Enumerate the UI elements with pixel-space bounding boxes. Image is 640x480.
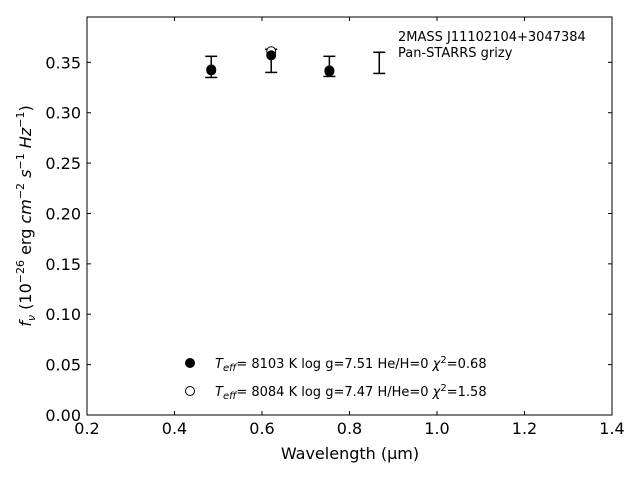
y-tick-label: 0.30 xyxy=(45,104,81,123)
legend-entry-1: Teff= 8103 K log g=7.51 He/H=0 χ2=0.68 xyxy=(215,355,487,374)
y-tick-label: 0.20 xyxy=(45,204,81,223)
axis-ticks: 0.2 0.4 0.6 0.8 1.0 1.2 1.4 0.00 0.05 0.10 0.15 0.2… xyxy=(45,17,625,438)
x-tick-label: 1.0 xyxy=(424,419,449,438)
x-tick-label: 0.6 xyxy=(249,419,274,438)
error-bar xyxy=(373,51,386,75)
y-tick-label: 0.35 xyxy=(45,53,81,72)
x-axis-label: Wavelength (μm) xyxy=(281,444,419,463)
y-axis-label: fν (10−26 erg cm−2 s−1 Hz−1) xyxy=(14,105,38,326)
x-tick-label: 0.4 xyxy=(162,419,187,438)
marker-filled xyxy=(206,65,217,76)
legend: Teff= 8103 K log g=7.51 He/H=0 χ2=0.68 T… xyxy=(185,355,487,402)
y-tick-label: 0.15 xyxy=(45,255,81,274)
marker-filled xyxy=(266,50,277,61)
x-tick-label: 0.8 xyxy=(337,419,362,438)
x-tick-label: 1.2 xyxy=(512,419,537,438)
y-tick-label: 0.00 xyxy=(45,406,81,425)
y-tick-label: 0.10 xyxy=(45,305,81,324)
y-tick-label: 0.25 xyxy=(45,154,81,173)
x-tick-label: 0.2 xyxy=(74,419,99,438)
annotation-object-name: 2MASS J11102104+3047384 xyxy=(398,30,586,45)
annotation-survey: Pan-STARRS grizy xyxy=(398,46,513,61)
y-tick-label: 0.05 xyxy=(45,356,81,375)
legend-entry-2: Teff= 8084 K log g=7.47 H/He=0 χ2=1.58 xyxy=(215,383,487,402)
marker-filled xyxy=(324,66,335,77)
plot-frame xyxy=(86,16,613,416)
legend-marker-filled xyxy=(185,358,195,368)
legend-marker-open xyxy=(185,386,195,396)
x-tick-label: 1.4 xyxy=(599,419,624,438)
data-markers xyxy=(206,46,335,77)
